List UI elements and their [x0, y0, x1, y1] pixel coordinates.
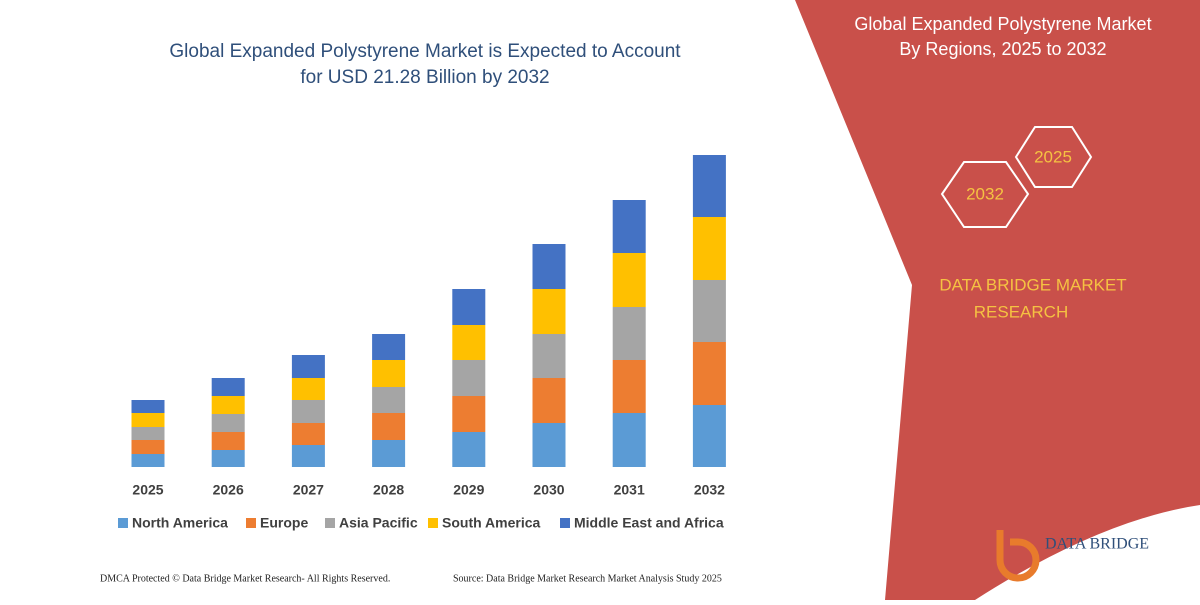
bar-segment	[612, 253, 646, 307]
bar-segment	[131, 454, 165, 467]
bar-segment	[692, 280, 726, 342]
bar-segment	[211, 378, 245, 396]
bar-segment	[291, 355, 325, 378]
bar-segment	[612, 307, 646, 360]
bar-segment	[692, 217, 726, 280]
bar-segment	[372, 360, 406, 387]
legend-swatch	[246, 518, 256, 528]
legend-swatch	[118, 518, 128, 528]
bar-segment	[131, 413, 165, 427]
legend-label: North America	[132, 515, 228, 531]
legend-swatch	[325, 518, 335, 528]
bar-segment	[612, 360, 646, 413]
bar-segment	[612, 413, 646, 467]
chart-title: Global Expanded Polystyrene Market is Ex…	[169, 41, 681, 62]
bar-segment	[452, 432, 486, 467]
brand-text: DATA BRIDGE MARKET	[939, 275, 1126, 294]
x-tick-label: 2027	[293, 482, 324, 498]
footer-left: DMCA Protected © Data Bridge Market Rese…	[100, 573, 390, 584]
bar-segment	[532, 378, 566, 423]
bar-segment	[612, 200, 646, 253]
bar-segment	[452, 325, 486, 360]
bar-segment	[372, 413, 406, 440]
bar-segment	[532, 244, 566, 289]
bar-segment	[372, 387, 406, 413]
hexagon	[940, 161, 1030, 228]
logo-text: DATA BRIDGE	[1045, 536, 1149, 553]
legend-label: Europe	[260, 515, 308, 531]
hexagon-label: 2025	[1034, 147, 1072, 166]
panel-title: Global Expanded Polystyrene Market	[854, 14, 1151, 34]
bar-segment	[452, 396, 486, 432]
brand-text: RESEARCH	[974, 302, 1068, 321]
red-panel	[795, 0, 1200, 600]
bar-segment	[372, 440, 406, 467]
footer-right: Source: Data Bridge Market Research Mark…	[453, 573, 722, 584]
bar-segment	[291, 400, 325, 423]
legend-label: Asia Pacific	[339, 515, 418, 531]
bar-segment	[452, 289, 486, 325]
bar-segment	[131, 427, 165, 440]
bar-segment	[131, 440, 165, 454]
legend-swatch	[560, 518, 570, 528]
bar-segment	[211, 414, 245, 432]
bar-segment	[532, 334, 566, 378]
panel-title: By Regions, 2025 to 2032	[899, 39, 1106, 59]
bar-segment	[692, 405, 726, 467]
x-tick-label: 2030	[533, 482, 564, 498]
bar-segment	[211, 432, 245, 450]
legend-label: Middle East and Africa	[574, 515, 724, 531]
chart-title: for USD 21.28 Billion by 2032	[300, 67, 549, 88]
bar-segment	[532, 423, 566, 467]
hexagon-label: 2032	[966, 184, 1004, 203]
bar-segment	[211, 450, 245, 467]
logo-mark	[996, 530, 1040, 582]
bar-segment	[692, 155, 726, 217]
bar-segment	[211, 396, 245, 414]
bar-segment	[291, 423, 325, 445]
bar-segment	[532, 289, 566, 334]
bar-segment	[372, 334, 406, 360]
bar-segment	[452, 360, 486, 396]
bar-segment	[692, 342, 726, 405]
x-tick-label: 2028	[373, 482, 404, 498]
x-tick-label: 2025	[132, 482, 163, 498]
x-tick-label: 2026	[213, 482, 244, 498]
x-tick-label: 2031	[614, 482, 645, 498]
legend-swatch	[428, 518, 438, 528]
x-tick-label: 2032	[694, 482, 725, 498]
bar-segment	[291, 378, 325, 400]
bar-segment	[131, 400, 165, 413]
hexagon	[1014, 126, 1093, 188]
bar-segment	[291, 445, 325, 467]
legend-label: South America	[442, 515, 540, 531]
x-tick-label: 2029	[453, 482, 484, 498]
